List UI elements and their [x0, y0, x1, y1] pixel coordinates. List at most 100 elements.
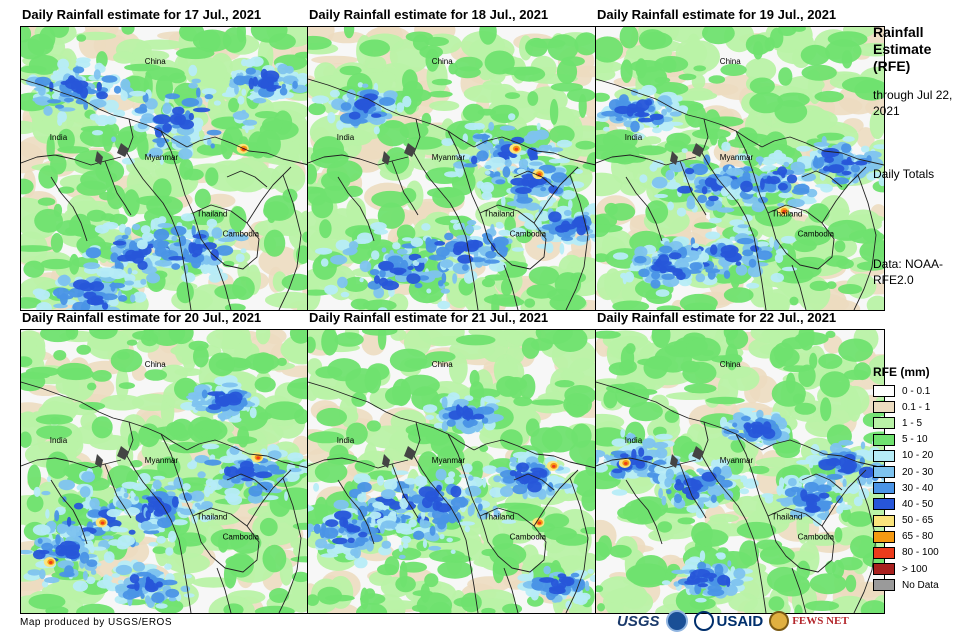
legend-item: > 100 [873, 561, 965, 577]
legend-swatch [873, 466, 895, 479]
map-label-cambodia: Cambodia [798, 229, 835, 238]
rainfall-map-svg: China India Myanmar Thailand Cambodia [308, 27, 596, 310]
map-label-thailand: Thailand [772, 513, 803, 522]
usaid-logo-text: USAID [716, 612, 764, 630]
noaa-logo [665, 610, 688, 632]
map-label-myanmar: Myanmar [432, 153, 466, 162]
side-data-source: Data: NOAA-RFE2.0 [873, 257, 944, 287]
legend-item: 5 - 10 [873, 432, 965, 448]
fews-net-logo: FEWS NET [769, 611, 849, 631]
legend-label: 50 - 65 [902, 515, 934, 527]
map-label-thailand: Thailand [484, 513, 515, 522]
map-label-china: China [145, 360, 166, 369]
legend-item: 80 - 100 [873, 545, 965, 561]
rainfall-map: China India Myanmar Thailand Cambodia [595, 329, 885, 614]
map-label-china: China [145, 57, 166, 66]
panel-title: Daily Rainfall estimate for 21 Jul., 202… [309, 310, 549, 325]
map-label-myanmar: Myanmar [432, 456, 466, 465]
legend-swatch [873, 563, 895, 576]
map-label-thailand: Thailand [197, 210, 228, 219]
map-label-cambodia: Cambodia [798, 532, 835, 541]
fews-net-seal-icon [769, 611, 790, 631]
legend-label: 40 - 50 [902, 498, 934, 510]
legend-item: 0 - 0.1 [873, 383, 965, 399]
legend-label: 10 - 20 [902, 450, 934, 462]
map-label-myanmar: Myanmar [145, 153, 179, 162]
rainfall-map: China India Myanmar Thailand Cambodia [307, 329, 597, 614]
legend-swatch [873, 449, 895, 462]
rainfall-map-svg: China India Myanmar Thailand Cambodia [596, 27, 884, 310]
rainfall-map-svg: China India Myanmar Thailand Cambodia [308, 330, 596, 613]
map-label-india: India [625, 133, 643, 142]
map-credit: Map produced by USGS/EROS [20, 617, 173, 628]
map-label-myanmar: Myanmar [720, 153, 754, 162]
map-label-china: China [720, 360, 741, 369]
panel-title: Daily Rainfall estimate for 18 Jul., 202… [309, 7, 549, 22]
map-label-china: China [720, 57, 741, 66]
legend-item: 30 - 40 [873, 480, 965, 496]
logo-strip: USGS USAID FEWS NET [617, 608, 855, 634]
map-label-myanmar: Myanmar [720, 456, 754, 465]
legend-title: RFE (mm) [873, 365, 930, 379]
panel-title: Daily Rainfall estimate for 22 Jul., 202… [597, 310, 837, 325]
legend-label: 0.1 - 1 [902, 401, 931, 413]
map-label-india: India [50, 133, 68, 142]
legend-label: No Data [902, 579, 939, 591]
rainfall-panel-22jul: Daily Rainfall estimate for 22 Jul., 202… [595, 310, 885, 614]
rainfall-map: China India Myanmar Thailand Cambodia [595, 26, 885, 311]
legend-item: 10 - 20 [873, 448, 965, 464]
legend-label: 65 - 80 [902, 531, 934, 543]
side-title: Rainfall Estimate (RFE) [873, 24, 932, 74]
rainfall-panel-20jul: Daily Rainfall estimate for 20 Jul., 202… [20, 310, 310, 614]
rainfall-panel-21jul: Daily Rainfall estimate for 21 Jul., 202… [307, 310, 597, 614]
panel-title: Daily Rainfall estimate for 20 Jul., 202… [22, 310, 262, 325]
side-daily-totals: Daily Totals [873, 167, 935, 181]
panel-title: Daily Rainfall estimate for 17 Jul., 202… [22, 7, 262, 22]
legend-label: 30 - 40 [902, 482, 934, 494]
legend-label: 80 - 100 [902, 547, 939, 559]
usgs-logo-text: USGS [617, 612, 660, 630]
map-label-india: India [337, 133, 355, 142]
rainfall-panel-17jul: Daily Rainfall estimate for 17 Jul., 202… [20, 7, 310, 311]
map-label-cambodia: Cambodia [510, 532, 547, 541]
legend-item: 65 - 80 [873, 529, 965, 545]
rainfall-map: China India Myanmar Thailand Cambodia [307, 26, 597, 311]
legend-item: 40 - 50 [873, 496, 965, 512]
rainfall-map-svg: China India Myanmar Thailand Cambodia [21, 330, 309, 613]
rainfall-map: China India Myanmar Thailand Cambodia [20, 329, 310, 614]
legend-swatch [873, 482, 895, 495]
legend-rows: 0 - 0.1 0.1 - 1 1 - 5 5 - 10 10 - 20 20 - 30 3… [873, 383, 965, 593]
legend-item: 1 - 5 [873, 415, 965, 431]
rfe-legend: RFE (mm) 0 - 0.1 0.1 - 1 1 - 5 5 - 10 10 - 2… [873, 365, 965, 593]
side-through-date: through Jul 22, 2021 [873, 88, 953, 118]
map-label-thailand: Thailand [484, 210, 515, 219]
legend-label: > 100 [902, 563, 928, 575]
legend-label: 0 - 0.1 [902, 385, 931, 397]
rainfall-panel-18jul: Daily Rainfall estimate for 18 Jul., 202… [307, 7, 597, 311]
usgs-logo: USGS [617, 613, 660, 630]
map-label-india: India [625, 436, 643, 445]
rainfall-map-svg: China India Myanmar Thailand Cambodia [21, 27, 309, 310]
map-label-india: India [50, 436, 68, 445]
rainfall-panel-19jul: Daily Rainfall estimate for 19 Jul., 202… [595, 7, 885, 311]
usaid-logo: USAID [693, 611, 764, 631]
legend-label: 20 - 30 [902, 466, 934, 478]
legend-swatch [873, 385, 895, 398]
legend-label: 5 - 10 [902, 434, 928, 446]
noaa-seal-icon [665, 610, 688, 632]
rainfall-map: China India Myanmar Thailand Cambodia [20, 26, 310, 311]
map-label-cambodia: Cambodia [223, 229, 260, 238]
legend-label: 1 - 5 [902, 417, 923, 429]
legend-swatch [873, 417, 895, 430]
legend-swatch [873, 546, 895, 559]
rainfall-map-svg: China India Myanmar Thailand Cambodia [596, 330, 884, 613]
usaid-seal-icon [693, 611, 714, 631]
legend-swatch [873, 514, 895, 527]
map-label-myanmar: Myanmar [145, 456, 179, 465]
legend-swatch [873, 579, 895, 592]
legend-swatch [873, 433, 895, 446]
map-label-thailand: Thailand [197, 513, 228, 522]
legend-swatch [873, 530, 895, 543]
legend-item: 20 - 30 [873, 464, 965, 480]
legend-item: No Data [873, 577, 965, 593]
